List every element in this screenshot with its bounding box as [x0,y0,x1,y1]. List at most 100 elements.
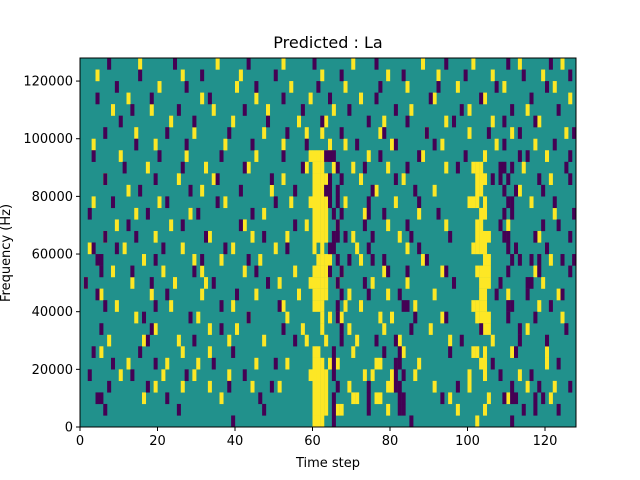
heatmap-cell-low [440,392,445,405]
heatmap-cell-high [320,392,325,405]
heatmap-cell-high [312,150,317,162]
heatmap-cell-low [424,254,429,266]
heatmap-cell-high [285,311,290,324]
heatmap-cell-high [316,369,321,382]
heatmap-cell-high [560,311,565,324]
heatmap-cell-high [320,184,325,197]
heatmap-cell-high [320,254,325,266]
heatmap-cell-high [475,196,480,209]
heatmap-cell-low [103,127,108,139]
heatmap-cell-high [99,288,104,301]
heatmap-cell-low [529,254,534,266]
heatmap-cell-high [432,92,437,105]
heatmap-cell-high [483,265,488,278]
heatmap-cell-low [401,300,406,312]
heatmap-cell-high [316,415,321,428]
heatmap-cell-low [99,323,104,335]
heatmap-cell-low [188,311,193,324]
heatmap-cell-low [246,58,251,70]
heatmap-cell-high [196,311,201,324]
heatmap-cell-high [324,403,329,416]
heatmap-cell-low [277,300,282,312]
heatmap-cell-low [506,230,511,243]
heatmap-cell-low [521,403,526,416]
heatmap-cell-low [541,219,546,232]
heatmap-cell-high [157,196,162,209]
heatmap-cell-low [568,150,573,162]
heatmap-cell-low [95,392,100,405]
heatmap-cell-low [165,288,170,301]
heatmap-cell-low [393,334,398,347]
heatmap-cell-low [459,334,464,347]
heatmap-cell-high [552,380,557,393]
heatmap-cell-low [324,150,329,162]
heatmap-cell-high [510,346,515,358]
heatmap-cell-high [176,173,181,185]
heatmap-cell-high [413,369,418,382]
heatmap-cell-high [517,58,522,70]
heatmap-cell-low [463,69,468,82]
heatmap-cell-low [355,138,360,151]
heatmap-cell-high [467,127,472,139]
heatmap-cell-high [328,138,333,151]
heatmap-cell-low [417,150,422,162]
heatmap-cell-high [324,380,329,393]
heatmap-cell-high [262,127,267,139]
heatmap-cell-high [479,184,484,197]
heatmap-cell-high [347,288,352,301]
heatmap-cell-low [192,265,197,278]
heatmap-cell-low [502,207,507,220]
x-tick-label: 20 [149,434,166,449]
heatmap-cell-high [312,161,317,174]
heatmap-cell-high [486,311,491,324]
heatmap-cell-low [382,254,387,266]
heatmap-cell-high [316,300,321,312]
heatmap-cell-high [312,265,317,278]
heatmap-cell-high [386,161,391,174]
heatmap-cell-low [196,207,201,220]
heatmap-cell-high [91,138,96,151]
heatmap-cell-low [285,127,290,139]
y-tick-label: 20000 [32,363,73,378]
heatmap-cell-low [211,357,216,370]
heatmap-cell-high [374,392,379,405]
heatmap-cell-low [455,161,460,174]
heatmap-cell-high [320,207,325,220]
heatmap-cell-high [320,127,325,139]
heatmap-cell-low [397,392,402,405]
heatmap-cell-low [254,265,259,278]
heatmap-cell-high [316,277,321,289]
heatmap-cell-low [242,369,247,382]
heatmap-cell-low [157,150,162,162]
heatmap-cell-low [537,380,542,393]
heatmap-cell-low [118,115,123,128]
heatmap-cell-high [316,265,321,278]
heatmap-cell-high [421,150,426,162]
heatmap-cell-high [486,254,491,266]
heatmap-cell-high [258,254,263,266]
heatmap-cell-high [312,196,317,209]
heatmap-cell-low [455,380,460,393]
heatmap-cell-low [533,115,538,128]
heatmap-cell-low [258,392,263,405]
heatmap-cell-high [316,254,321,266]
heatmap-cell-low [335,196,340,209]
heatmap-cell-low [184,138,189,151]
heatmap-cell-high [362,369,367,382]
heatmap-cell-low [510,415,515,428]
heatmap-cell-low [397,357,402,370]
heatmap-cell-high [405,277,410,289]
heatmap-cell-low [281,92,286,105]
heatmap-cell-high [204,277,209,289]
heatmap-cell-high [134,127,139,139]
heatmap-cell-high [308,277,313,289]
heatmap-cell-low [525,288,530,301]
heatmap-cell-high [312,300,317,312]
heatmap-cell-low [556,403,561,416]
heatmap-cell-high [483,300,488,312]
heatmap-cell-low [382,346,387,358]
heatmap-cell-low [235,288,240,301]
heatmap-cell-low [362,161,367,174]
heatmap-cell-high [169,219,174,232]
heatmap-cell-high [448,334,453,347]
